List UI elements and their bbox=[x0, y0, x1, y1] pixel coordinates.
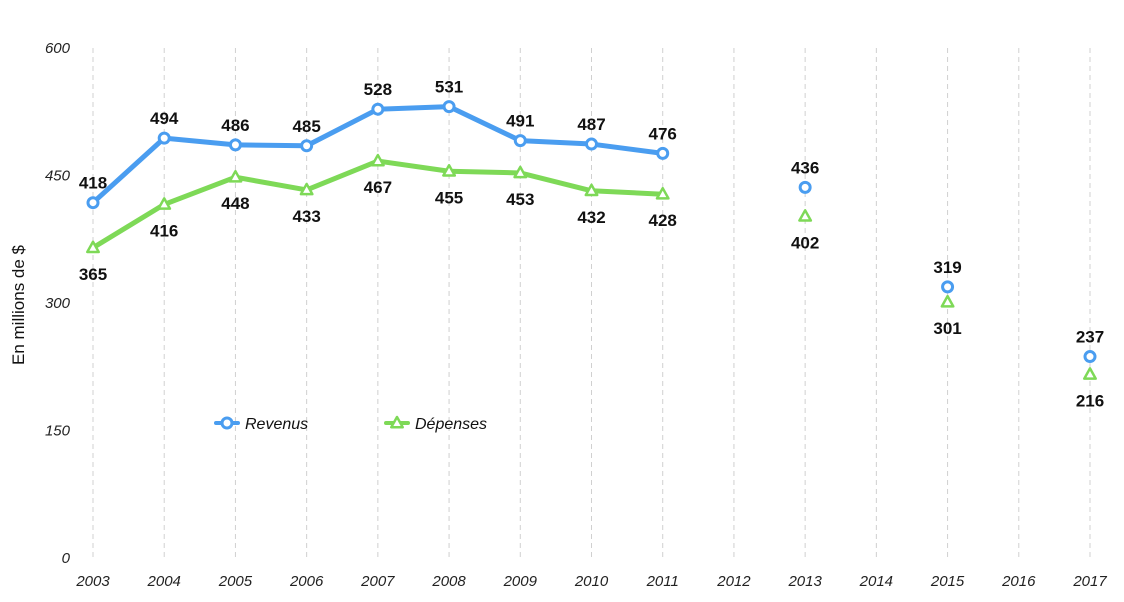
revenus-data-label: 494 bbox=[150, 109, 179, 128]
depenses-marker bbox=[940, 294, 955, 308]
legend-label: Revenus bbox=[245, 416, 308, 433]
depenses-data-label: 402 bbox=[791, 233, 819, 252]
x-tick-label: 2012 bbox=[716, 573, 751, 590]
revenus-data-label: 531 bbox=[435, 78, 463, 97]
y-tick-label: 600 bbox=[45, 40, 71, 57]
revenus-marker bbox=[86, 196, 100, 210]
depenses-marker bbox=[86, 240, 100, 254]
revenus-marker bbox=[941, 280, 955, 294]
depenses-data-label: 365 bbox=[79, 265, 107, 284]
series-line-segment bbox=[589, 188, 666, 197]
depenses-marker bbox=[370, 153, 385, 167]
legend-label: Dépenses bbox=[415, 416, 487, 433]
y-tick-label: 0 bbox=[62, 550, 71, 567]
x-tick-label: 2015 bbox=[930, 573, 965, 590]
depenses-data-label: 433 bbox=[292, 207, 320, 226]
series-line-segment bbox=[90, 201, 167, 251]
series-line-segment bbox=[446, 168, 523, 176]
depenses-data-label: 216 bbox=[1076, 391, 1104, 410]
revenus-data-label: 237 bbox=[1076, 328, 1104, 347]
depenses-marker bbox=[584, 183, 599, 197]
series-line-segment bbox=[517, 170, 594, 194]
depenses-data-label: 428 bbox=[649, 211, 677, 230]
y-tick-label: 300 bbox=[45, 295, 71, 312]
depenses-marker bbox=[157, 197, 172, 210]
revenus-data-label: 418 bbox=[79, 174, 107, 193]
depenses-data-label: 453 bbox=[506, 190, 534, 209]
x-tick-label: 2007 bbox=[360, 573, 395, 590]
revenus-marker bbox=[656, 146, 670, 160]
x-tick-label: 2014 bbox=[859, 573, 893, 590]
depenses-marker bbox=[299, 182, 314, 196]
x-tick-label: 2011 bbox=[646, 573, 679, 590]
revenus-marker bbox=[442, 100, 456, 114]
depenses-data-label: 455 bbox=[435, 188, 463, 207]
series-line-segment bbox=[232, 142, 310, 149]
revenus-data-label: 528 bbox=[364, 80, 392, 99]
x-tick-label: 2004 bbox=[147, 573, 181, 590]
revenus-marker bbox=[513, 134, 527, 148]
depenses-data-label: 432 bbox=[577, 208, 605, 227]
x-tick-label: 2003 bbox=[75, 573, 110, 590]
series-line-segment bbox=[161, 174, 238, 207]
depenses-marker bbox=[228, 169, 243, 183]
revenus-marker bbox=[157, 131, 171, 145]
revenus-data-label: 491 bbox=[506, 112, 534, 131]
revenus-marker bbox=[1083, 350, 1097, 364]
y-tick-label: 450 bbox=[45, 168, 71, 185]
y-tick-label: 150 bbox=[45, 423, 71, 440]
depenses-marker bbox=[442, 164, 457, 177]
series-line-segment bbox=[517, 138, 594, 147]
revenus-marker bbox=[371, 102, 385, 116]
x-tick-label: 2010 bbox=[574, 573, 609, 590]
series-line-segment bbox=[375, 104, 452, 112]
depenses-data-label: 416 bbox=[150, 221, 178, 240]
revenus-data-label: 487 bbox=[577, 115, 605, 134]
x-tick-label: 2005 bbox=[218, 573, 253, 590]
series-line-segment bbox=[90, 135, 167, 206]
revenus-marker bbox=[300, 139, 314, 153]
revenus-marker bbox=[228, 138, 242, 152]
series-line-segment bbox=[232, 174, 310, 193]
depenses-data-label: 448 bbox=[221, 194, 249, 213]
revenus-marker bbox=[798, 180, 812, 194]
legend: Revenus Dépenses bbox=[214, 415, 487, 433]
series-line-segment bbox=[304, 158, 381, 193]
revenus-data-label: 436 bbox=[791, 158, 819, 177]
depenses-marker bbox=[798, 209, 813, 222]
series-line-segment bbox=[375, 158, 452, 174]
revenus-data-label: 485 bbox=[292, 117, 320, 136]
x-tick-label: 2016 bbox=[1001, 573, 1036, 590]
depenses-data-label: 301 bbox=[933, 319, 961, 338]
depenses-marker bbox=[1083, 367, 1097, 380]
x-tick-label: 2008 bbox=[431, 573, 466, 590]
x-tick-label: 2013 bbox=[787, 573, 822, 590]
revenus-data-label: 319 bbox=[933, 258, 961, 277]
series-line-segment bbox=[446, 104, 523, 144]
y-axis-label: En millions de $ bbox=[9, 244, 28, 365]
depenses-data-label: 467 bbox=[364, 178, 392, 197]
revenus-marker bbox=[585, 137, 598, 151]
series-line-segment bbox=[161, 135, 238, 148]
x-tick-label: 2017 bbox=[1072, 573, 1107, 590]
series-line-segment bbox=[589, 141, 666, 156]
depenses-marker bbox=[655, 186, 670, 200]
revenus-data-label: 486 bbox=[221, 116, 249, 135]
legend-triangle-icon bbox=[390, 415, 404, 429]
depenses-marker bbox=[513, 165, 528, 179]
x-tick-label: 2006 bbox=[289, 573, 324, 590]
legend-circle-icon bbox=[220, 416, 234, 430]
revenus-data-label: 476 bbox=[649, 124, 677, 143]
series-line-segment bbox=[304, 106, 381, 149]
x-tick-label: 2009 bbox=[503, 573, 538, 590]
